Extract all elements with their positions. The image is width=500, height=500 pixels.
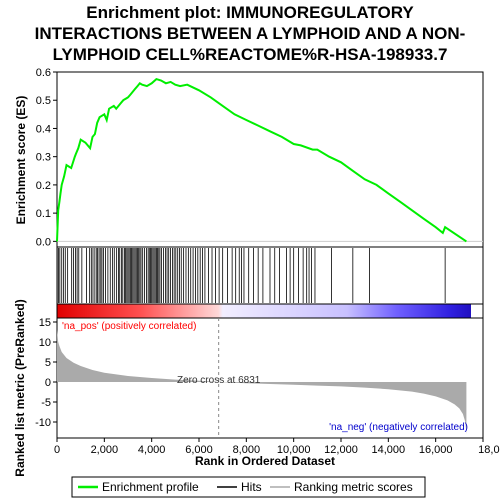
metric-tick-label: -10: [35, 417, 51, 429]
ranking-metric-area: [57, 330, 467, 434]
positive-correlation-label: 'na_pos' (positively correlated): [62, 321, 196, 332]
x-axis-ticks: 0 2,000 4,000 6,000 8,000 10,000 12,000 14,000 1…: [54, 438, 500, 456]
title-line-3: LYMPHOID CELL%REACTOME%R-HSA-198933.7: [53, 45, 448, 64]
legend-label-hits: Hits: [241, 480, 262, 494]
metric-tick-label: -5: [41, 397, 51, 409]
es-tick-label: 0.4: [36, 123, 51, 135]
rank-color-bar: [57, 304, 471, 318]
x-tick-label: 4,000: [138, 444, 166, 456]
enrichment-score-panel: 0.0 0.1 0.2 0.3 0.4 0.5 0.6 Enrichment score (…: [14, 67, 484, 248]
x-axis-label: Rank in Ordered Dataset: [195, 454, 335, 468]
es-tick-label: 0.5: [36, 95, 51, 107]
x-tick-label: 2,000: [91, 444, 119, 456]
metric-tick-label: 5: [45, 357, 51, 369]
enrichment-profile-line: [56, 77, 467, 243]
x-tick-label: 0: [54, 444, 60, 456]
es-y-axis-ticks: 0.0 0.1 0.2 0.3 0.4 0.5 0.6: [36, 67, 57, 248]
title-line-1: Enrichment plot: IMMUNOREGULATORY: [86, 3, 414, 22]
metric-tick-label: 15: [39, 317, 51, 329]
es-y-axis-label: Enrichment score (ES): [14, 96, 28, 225]
legend-label-enrichment: Enrichment profile: [102, 480, 199, 494]
x-tick-label: 6,000: [185, 444, 213, 456]
x-tick-label: 18,000: [478, 444, 500, 456]
x-tick-label: 12,000: [324, 444, 358, 456]
metric-y-axis-label: Ranked list metric (PreRanked): [13, 299, 27, 476]
x-tick-label: 14,000: [372, 444, 406, 456]
title-line-2: INTERACTIONS BETWEEN A LYMPHOID AND A NO…: [35, 24, 466, 43]
x-tick-label: 16,000: [419, 444, 453, 456]
es-tick-label: 0.2: [36, 180, 51, 192]
x-tick-label: 10,000: [277, 444, 311, 456]
es-tick-label: 0.6: [36, 67, 51, 79]
chart-title: Enrichment plot: IMMUNOREGULATORY INTERA…: [35, 3, 466, 64]
zero-cross-label: Zero cross at 6831: [177, 375, 261, 386]
legend-frame: [71, 476, 426, 498]
es-tick-label: 0.1: [36, 208, 51, 220]
hits-panel: [56, 246, 484, 305]
legend-label-metric: Ranking metric scores: [294, 480, 413, 494]
ranked-metric-panel: -10 -5 0 5 10 15 Zero cross at 6831 'na_pos' …: [13, 299, 484, 477]
chart-legend: Enrichment profile Hits Ranking metric s…: [71, 476, 426, 498]
hit-markers: [56, 248, 446, 303]
metric-tick-label: 0: [45, 377, 51, 389]
es-tick-label: 0.0: [36, 236, 51, 248]
negative-correlation-label: 'na_neg' (negatively correlated): [329, 422, 468, 433]
x-tick-label: 8,000: [233, 444, 261, 456]
es-panel-frame: [56, 71, 484, 248]
es-tick-label: 0.3: [36, 152, 51, 164]
metric-y-axis-ticks: -10 -5 0 5 10 15: [35, 317, 57, 429]
metric-tick-label: 10: [39, 337, 51, 349]
